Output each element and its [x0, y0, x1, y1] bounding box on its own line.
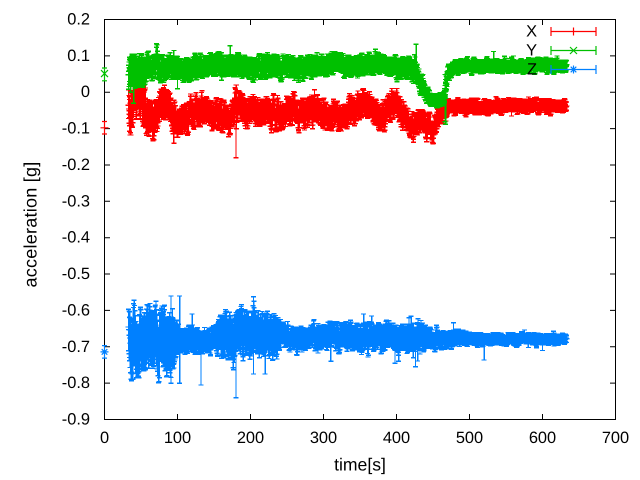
svg-text:600: 600: [529, 429, 556, 447]
svg-text:300: 300: [310, 429, 337, 447]
svg-text:-0.5: -0.5: [62, 265, 90, 283]
svg-text:0: 0: [81, 83, 90, 101]
svg-text:0.2: 0.2: [67, 11, 90, 29]
svg-text:-0.9: -0.9: [62, 411, 90, 429]
svg-text:-0.1: -0.1: [62, 120, 90, 138]
svg-text:Y: Y: [526, 42, 537, 60]
svg-text:0: 0: [100, 429, 109, 447]
svg-text:100: 100: [164, 429, 191, 447]
svg-text:Z: Z: [527, 61, 537, 79]
svg-text:-0.2: -0.2: [62, 156, 90, 174]
svg-text:-0.4: -0.4: [62, 229, 90, 247]
svg-text:0.1: 0.1: [67, 47, 90, 65]
svg-text:-0.6: -0.6: [62, 301, 90, 319]
svg-text:400: 400: [383, 429, 410, 447]
svg-text:acceleration [g]: acceleration [g]: [21, 161, 41, 287]
svg-text:500: 500: [456, 429, 483, 447]
svg-text:X: X: [526, 23, 537, 41]
svg-text:time[s]: time[s]: [334, 455, 386, 475]
svg-text:-0.3: -0.3: [62, 192, 90, 210]
svg-text:700: 700: [602, 429, 629, 447]
svg-text:200: 200: [237, 429, 264, 447]
svg-text:-0.7: -0.7: [62, 338, 90, 356]
svg-text:-0.8: -0.8: [62, 374, 90, 392]
